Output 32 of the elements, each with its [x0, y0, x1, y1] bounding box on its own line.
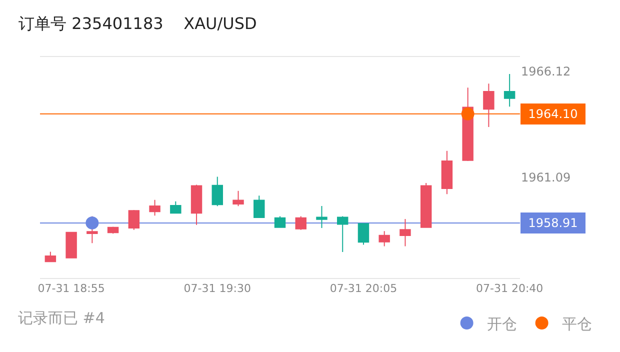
- candlestick: [337, 216, 348, 252]
- x-tick-label: 07-31 19:30: [184, 282, 251, 296]
- candlestick: [170, 200, 182, 214]
- legend-label: 平仓: [562, 314, 592, 333]
- candlestick: [316, 205, 328, 228]
- candlestick: [190, 184, 202, 226]
- candlestick: [149, 199, 160, 216]
- x-tick-label: 07-31 20:05: [330, 282, 398, 296]
- ref-line-label: 1964.10: [528, 107, 578, 121]
- chart-title: 订单号 235401183 XAU/USD: [18, 14, 257, 33]
- candlestick: [254, 195, 265, 218]
- candlestick: [232, 190, 244, 207]
- candlestick: [504, 74, 516, 108]
- candlestick: [358, 223, 370, 246]
- candlestick: [274, 216, 286, 228]
- candlestick: [212, 176, 223, 207]
- candlestick: [441, 150, 453, 195]
- candlestick: [44, 251, 56, 263]
- candlestick: [400, 218, 411, 247]
- candlestick: [483, 83, 494, 128]
- text: 记录而已 #4: [18, 309, 105, 327]
- candlestick: [378, 230, 390, 247]
- x-tick-label: 07-31 20:40: [476, 282, 544, 296]
- candlestick: [66, 232, 77, 258]
- candlestick: [420, 182, 432, 228]
- legend-label: 开仓: [486, 314, 517, 333]
- candlestick: [128, 209, 140, 230]
- candlestick: [295, 216, 306, 230]
- y-tick-label: 1961.09: [521, 170, 571, 184]
- x-tick-label: 07-31 18:55: [38, 282, 105, 296]
- ref-line-label: 1958.91: [528, 216, 578, 230]
- y-tick-label: 1966.12: [521, 64, 571, 79]
